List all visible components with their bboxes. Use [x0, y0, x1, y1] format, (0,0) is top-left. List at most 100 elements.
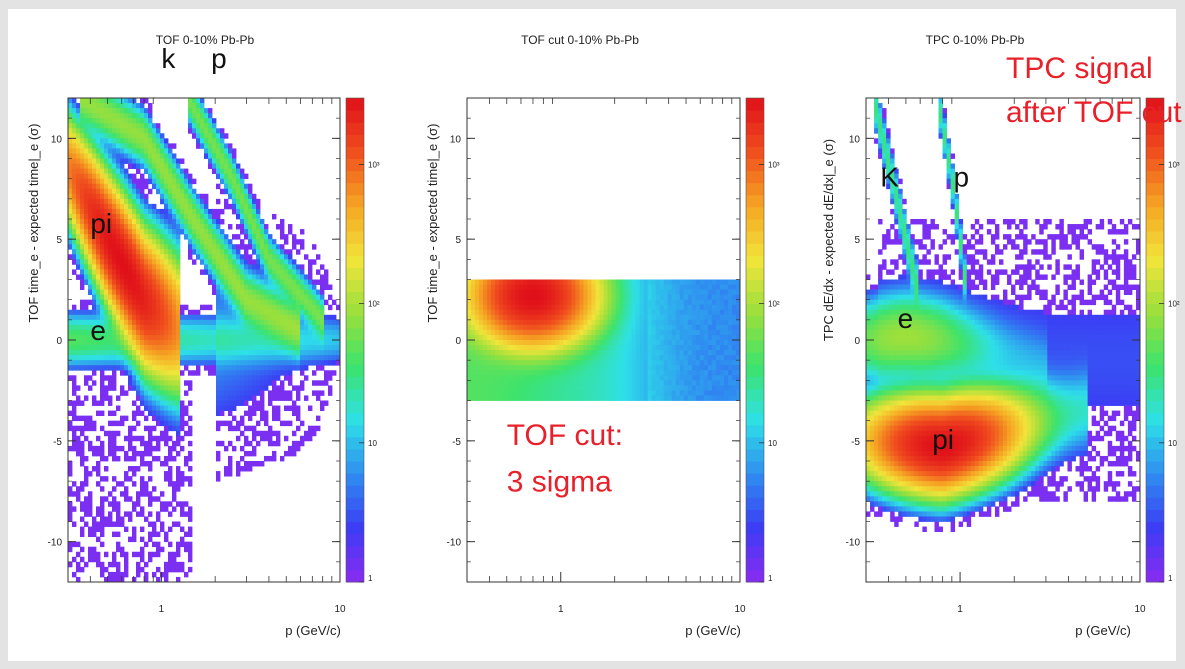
- heatmap-cell: [559, 365, 564, 371]
- heatmap-cell: [108, 511, 113, 517]
- heatmap-cell: [643, 334, 649, 341]
- heatmap-cell: [252, 224, 257, 230]
- heatmap-cell: [172, 566, 177, 573]
- heatmap-cell: [172, 153, 177, 159]
- heatmap-cell: [128, 309, 133, 316]
- heatmap-cell: [104, 289, 109, 296]
- heatmap-cell: [80, 556, 85, 563]
- heatmap-cell: [92, 466, 97, 472]
- heatmap-cell: [164, 309, 169, 316]
- heatmap-cell: [176, 340, 181, 346]
- heatmap-cell: [671, 365, 677, 371]
- heatmap-cell: [196, 360, 201, 366]
- heatmap-cell: [84, 193, 89, 200]
- heatmap-cell: [316, 294, 321, 301]
- heatmap-cell: [152, 445, 157, 452]
- heatmap-cell: [627, 314, 632, 321]
- heatmap-cell: [68, 224, 73, 230]
- heatmap-cell: [208, 229, 213, 235]
- heatmap-cell: [116, 264, 121, 270]
- heatmap-cell: [615, 314, 620, 321]
- heatmap-cell: [72, 405, 77, 411]
- heatmap-cell: [120, 239, 125, 245]
- heatmap-cell: [615, 294, 620, 301]
- heatmap-cell: [76, 329, 81, 336]
- heatmap-cell: [256, 390, 261, 396]
- heatmap-cell: [132, 506, 137, 512]
- heatmap-cell: [304, 279, 309, 285]
- heatmap-cell: [483, 284, 488, 290]
- heatmap-cell: [192, 314, 197, 321]
- heatmap-cell: [268, 350, 273, 356]
- heatmap-cell: [679, 380, 685, 386]
- heatmap-cell: [176, 229, 181, 235]
- heatmap-cell: [96, 450, 101, 457]
- heatmap-cell: [160, 229, 165, 235]
- heatmap-cell: [68, 561, 73, 568]
- heatmap-cell: [268, 314, 273, 321]
- heatmap-cell: [168, 244, 173, 250]
- heatmap-cell: [84, 365, 89, 371]
- heatmap-cell: [268, 355, 273, 361]
- heatmap-cell: [336, 345, 340, 351]
- heatmap-cell: [88, 108, 93, 114]
- heatmap-cell: [72, 113, 77, 119]
- heatmap-cell: [108, 289, 113, 296]
- heatmap-cell: [575, 334, 580, 341]
- heatmap-cell: [228, 340, 233, 346]
- heatmap-cell: [583, 390, 588, 396]
- heatmap-cell: [216, 390, 221, 396]
- heatmap-cell: [252, 350, 257, 356]
- heatmap-cell: [140, 143, 145, 149]
- heatmap-cell: [655, 345, 661, 351]
- heatmap-cell: [272, 405, 277, 411]
- heatmap-cell: [96, 334, 101, 341]
- heatmap-cell: [80, 531, 85, 538]
- heatmap-cell: [276, 314, 281, 321]
- heatmap-cell: [104, 395, 109, 401]
- heatmap-cell: [148, 410, 153, 417]
- heatmap-cell: [260, 334, 265, 341]
- heatmap-cell: [320, 294, 325, 301]
- heatmap-cell: [228, 334, 233, 341]
- heatmap-cell: [631, 314, 637, 321]
- heatmap-cell: [312, 370, 317, 376]
- heatmap-cell: [108, 229, 113, 235]
- heatmap-cell: [144, 244, 149, 250]
- heatmap-cell: [619, 324, 624, 331]
- heatmap-cell: [136, 284, 141, 290]
- heatmap-cell: [84, 299, 89, 306]
- heatmap-cell: [272, 395, 277, 401]
- heatmap-cell: [320, 340, 325, 346]
- heatmap-cell: [252, 435, 257, 442]
- heatmap-cell: [475, 390, 480, 396]
- heatmap-cell: [579, 299, 584, 306]
- heatmap-cell: [316, 380, 321, 386]
- heatmap-cell: [276, 244, 281, 250]
- heatmap-cell: [116, 148, 121, 154]
- heatmap-cell: [132, 259, 137, 265]
- heatmap-cell: [607, 355, 612, 361]
- heatmap-cell: [308, 355, 313, 361]
- heatmap-cell: [160, 224, 165, 230]
- heatmap-cell: [176, 269, 181, 275]
- heatmap-cell: [168, 435, 173, 442]
- heatmap-cell: [168, 556, 173, 563]
- heatmap-cell: [280, 299, 285, 306]
- heatmap-cell: [595, 345, 600, 351]
- heatmap-cell: [583, 289, 588, 296]
- heatmap-cell: [639, 370, 645, 376]
- heatmap-cell: [160, 163, 165, 169]
- heatmap-cell: [172, 440, 177, 447]
- heatmap-cell: [495, 340, 500, 346]
- heatmap-cell: [220, 229, 225, 235]
- heatmap-cell: [152, 400, 157, 406]
- heatmap-cell: [499, 314, 504, 321]
- heatmap-cell: [248, 219, 253, 225]
- heatmap-cell: [268, 430, 273, 437]
- heatmap-cell: [128, 208, 133, 215]
- heatmap-cell: [543, 385, 548, 391]
- heatmap-cell: [523, 284, 528, 290]
- heatmap-cell: [84, 234, 89, 240]
- heatmap-cell: [316, 254, 321, 260]
